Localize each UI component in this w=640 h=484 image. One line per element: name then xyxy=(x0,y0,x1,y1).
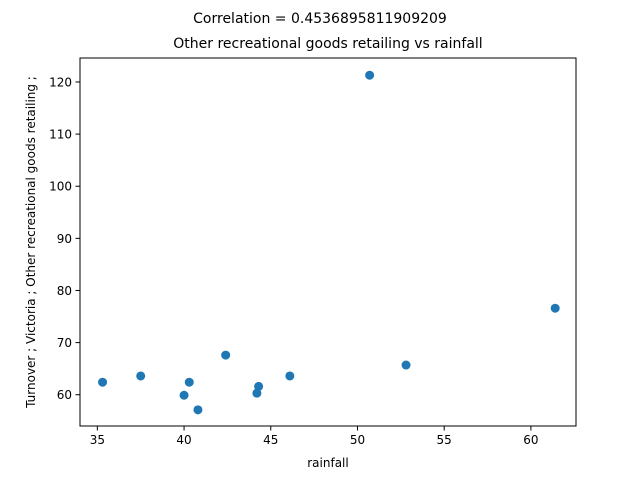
data-point-9 xyxy=(285,371,295,381)
y-tick-label-120: 120 xyxy=(49,75,72,89)
y-tick-label-60: 60 xyxy=(57,388,72,402)
x-tick-label-60: 60 xyxy=(523,433,538,447)
axes-frame xyxy=(79,57,577,427)
data-point-6 xyxy=(221,350,231,360)
x-tick-label-45: 45 xyxy=(263,433,278,447)
data-point-11 xyxy=(401,360,411,370)
chart-title: Other recreational goods retailing vs ra… xyxy=(173,36,482,52)
data-point-4 xyxy=(184,377,194,387)
x-tick-label-35: 35 xyxy=(90,433,105,447)
y-tick-label-70: 70 xyxy=(57,336,72,350)
data-point-1 xyxy=(98,377,108,387)
y-tick-label-80: 80 xyxy=(57,284,72,298)
x-tick-label-50: 50 xyxy=(350,433,365,447)
data-point-12 xyxy=(550,303,560,313)
y-tick-label-110: 110 xyxy=(49,128,72,142)
data-point-10 xyxy=(365,70,375,80)
data-point-7 xyxy=(252,388,262,398)
x-tick-label-55: 55 xyxy=(437,433,452,447)
x-tick-label-40: 40 xyxy=(176,433,191,447)
chart-suptitle: Correlation = 0.4536895811909209 xyxy=(193,11,447,27)
data-point-5 xyxy=(193,405,203,415)
plot-area: 35 40 45 50 55 60 60 70 80 90 100 110 120 xyxy=(49,57,577,447)
y-axis-label: Turnover ; Victoria ; Other recreational… xyxy=(24,76,38,409)
y-tick-label-100: 100 xyxy=(49,180,72,194)
data-point-8 xyxy=(254,381,264,391)
y-tick-label-90: 90 xyxy=(57,232,72,246)
data-point-2 xyxy=(136,371,146,381)
x-axis-label: rainfall xyxy=(307,456,348,470)
data-point-3 xyxy=(179,390,189,400)
